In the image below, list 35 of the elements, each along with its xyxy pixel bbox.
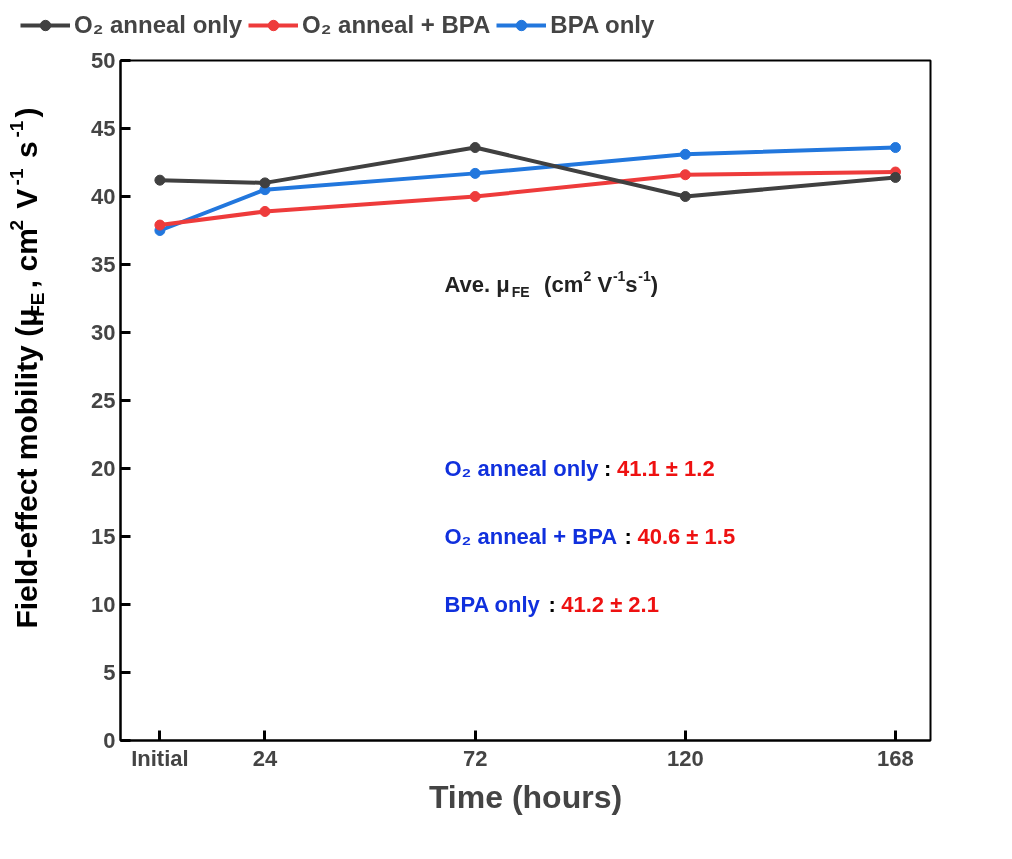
legend-label: O₂ anneal + BPA (302, 11, 491, 39)
x-axis-title: Time (hours) (428, 778, 623, 815)
annotation: BPA only : 41.2 ± 2.1 (444, 592, 659, 617)
y-tick-label: 15 (91, 524, 116, 549)
point (154, 219, 166, 231)
legend-label: BPA only (550, 11, 655, 39)
point (469, 142, 481, 154)
y-tick-label: 10 (91, 592, 116, 617)
y-tick-label: 50 (91, 48, 116, 73)
y-tick-label: 35 (91, 252, 116, 277)
point (154, 174, 166, 186)
point (469, 167, 481, 179)
y-tick-label: 25 (91, 388, 116, 413)
point (259, 177, 271, 189)
x-tick-label: 120 (666, 745, 704, 771)
point (469, 191, 481, 202)
y-tick-label: 40 (91, 184, 116, 209)
y-tick-label: 45 (91, 116, 116, 141)
annotation: O₂ anneal only : 41.1 ± 1.2 (444, 456, 715, 481)
y-tick-label: 30 (91, 320, 116, 345)
point (889, 142, 901, 154)
point (679, 169, 691, 181)
point (259, 205, 271, 217)
y-tick-label: 0 (103, 728, 116, 753)
annotation: O₂ anneal + BPA : 40.6 ± 1.5 (444, 524, 736, 549)
y-tick-label: 5 (103, 660, 116, 685)
x-tick-label: 168 (877, 745, 914, 771)
x-tick-label: Initial (131, 745, 189, 771)
point (889, 171, 901, 183)
x-tick-label: 24 (252, 745, 278, 771)
y-tick-label: 20 (91, 456, 116, 481)
point (679, 148, 691, 160)
legend-label: O₂ anneal only (74, 11, 243, 39)
point (679, 191, 691, 202)
x-tick-label: 72 (462, 745, 488, 771)
